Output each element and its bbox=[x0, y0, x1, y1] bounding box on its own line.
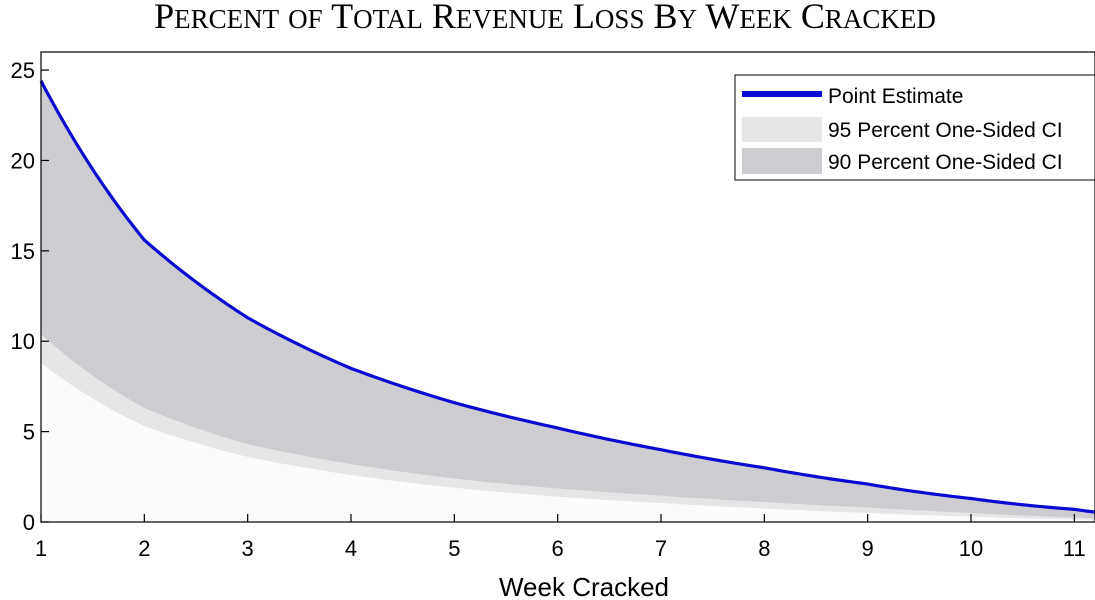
y-tick-label: 20 bbox=[11, 148, 35, 173]
x-tick-label: 1 bbox=[35, 536, 47, 561]
x-tick-label: 2 bbox=[138, 536, 150, 561]
x-tick-label: 11 bbox=[1063, 536, 1086, 561]
x-tick-label: 9 bbox=[862, 536, 874, 561]
legend: Point Estimate 95 Percent One-Sided CI 9… bbox=[734, 74, 1095, 181]
legend-label-90-ci: 90 Percent One-Sided CI bbox=[828, 151, 1063, 174]
x-tick-label: 5 bbox=[448, 536, 460, 561]
x-tick-label: 4 bbox=[345, 536, 357, 561]
y-tick-label: 0 bbox=[23, 510, 35, 535]
x-axis-label: Week Cracked bbox=[499, 572, 669, 600]
point-estimate-line bbox=[39, 80, 1095, 514]
legend-swatch-90-ci bbox=[742, 148, 822, 174]
chart-title: PERCENT OF TOTAL REVENUE LOSS BY WEEK CR… bbox=[154, 0, 936, 36]
x-tick-label: 10 bbox=[959, 536, 983, 561]
axes-frame bbox=[40, 51, 1095, 523]
y-tick-label: 25 bbox=[11, 58, 35, 83]
y-tick-label: 15 bbox=[11, 239, 35, 264]
x-tick-label: 6 bbox=[552, 536, 564, 561]
y-tick-label: 5 bbox=[23, 420, 35, 445]
ci-95-base-area bbox=[41, 362, 1095, 522]
legend-label-95-ci: 95 Percent One-Sided CI bbox=[828, 119, 1063, 142]
ci-90-band bbox=[41, 80, 1095, 519]
legend-label-point-estimate: Point Estimate bbox=[828, 85, 963, 108]
x-axis: 1 2 3 4 5 6 7 8 9 10 11 bbox=[35, 514, 1086, 561]
plot-area bbox=[39, 80, 1095, 522]
legend-swatch-95-ci bbox=[742, 117, 822, 142]
x-tick-label: 7 bbox=[655, 536, 667, 561]
x-tick-label: 8 bbox=[758, 536, 770, 561]
y-tick-label: 10 bbox=[11, 329, 35, 354]
x-tick-label: 3 bbox=[242, 536, 254, 561]
y-axis: 0 5 10 15 20 25 bbox=[11, 58, 49, 535]
